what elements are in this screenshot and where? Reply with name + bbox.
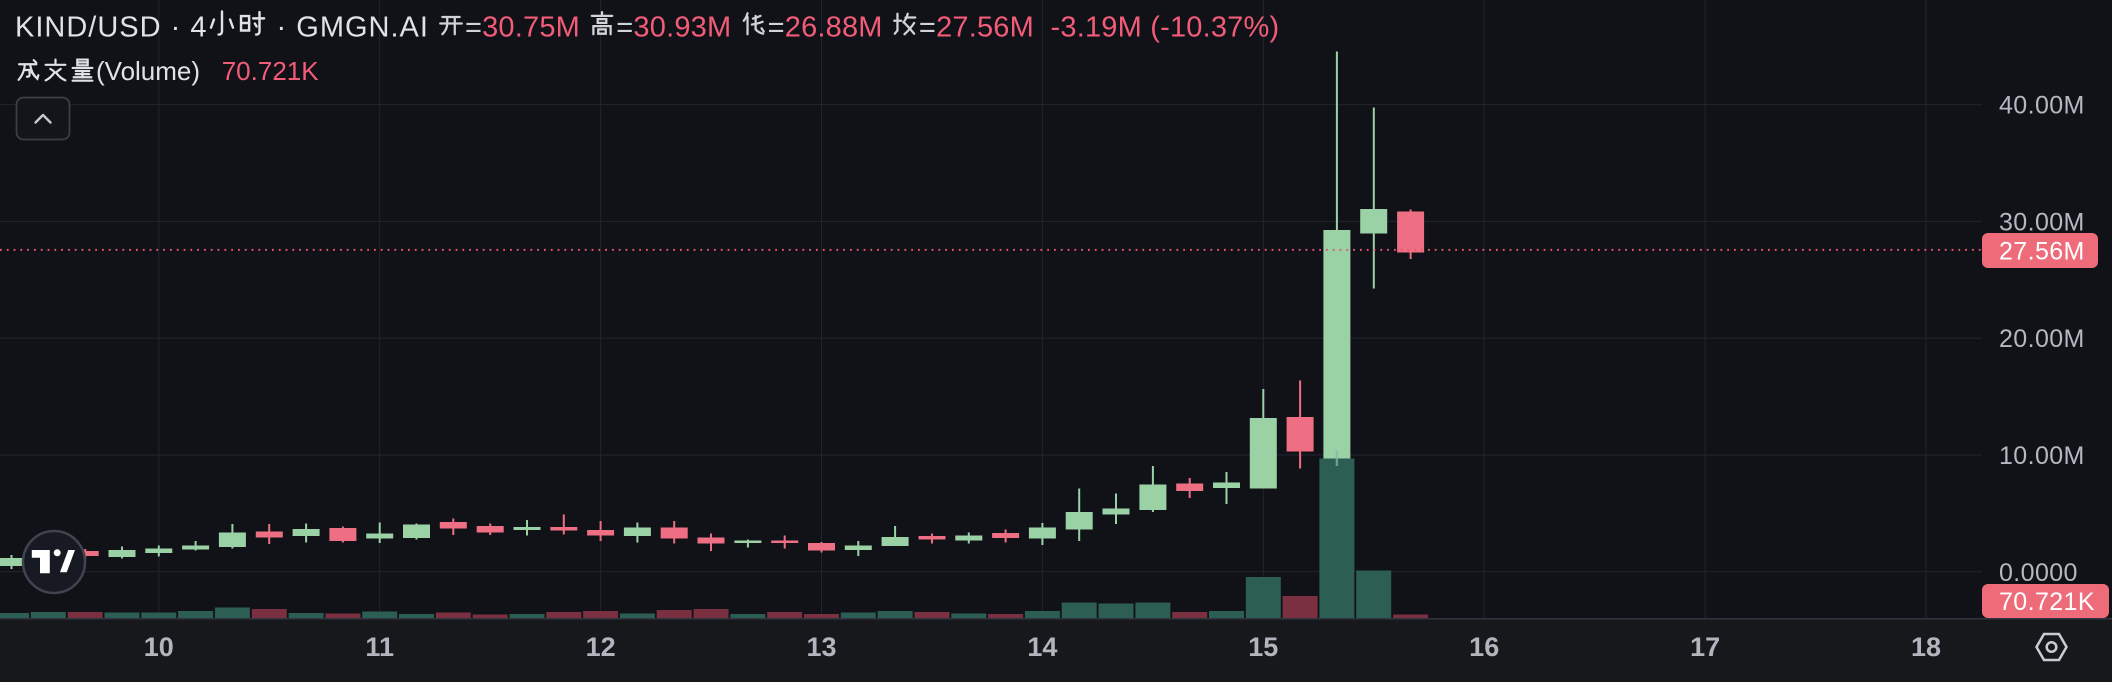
svg-text:30.00M: 30.00M [1999,208,2085,236]
svg-text:10: 10 [144,632,174,662]
svg-text:18: 18 [1911,632,1941,662]
svg-text:11: 11 [365,632,394,662]
svg-text:70.721K: 70.721K [1999,588,2095,616]
svg-text:20.00M: 20.00M [1999,325,2085,353]
svg-text:16: 16 [1469,632,1499,662]
svg-text:0.0000: 0.0000 [1999,559,2078,587]
svg-text:17: 17 [1690,632,1720,662]
svg-text:40.00M: 40.00M [1999,92,2085,120]
svg-text:15: 15 [1248,632,1278,662]
svg-text:14: 14 [1027,632,1057,662]
svg-text:27.56M: 27.56M [1999,238,2085,266]
svg-text:12: 12 [586,632,616,662]
svg-text:13: 13 [806,632,836,662]
svg-text:10.00M: 10.00M [1999,442,2085,470]
